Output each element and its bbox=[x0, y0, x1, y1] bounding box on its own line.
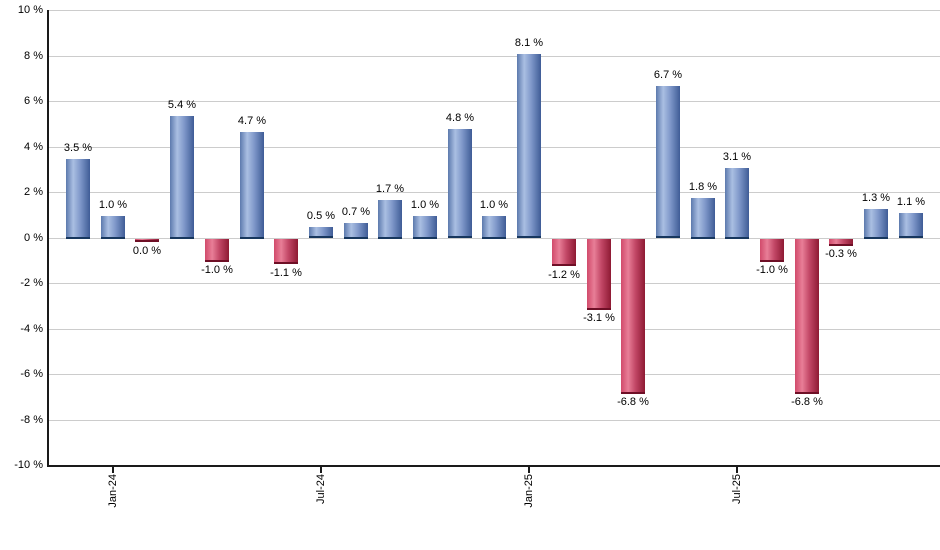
bar bbox=[864, 209, 888, 239]
bar-value-label: -3.1 % bbox=[583, 312, 615, 324]
bar bbox=[829, 239, 853, 246]
x-axis-tick bbox=[736, 467, 738, 473]
y-gridline bbox=[47, 283, 940, 284]
y-axis bbox=[47, 10, 49, 467]
bar bbox=[482, 216, 506, 239]
bar-value-label: 4.7 % bbox=[237, 115, 267, 127]
bar-value-label: 1.0 % bbox=[479, 199, 509, 211]
bar bbox=[899, 213, 923, 238]
y-axis-tick-label: -4 % bbox=[20, 323, 43, 335]
bar bbox=[309, 227, 333, 238]
bar-value-label: -6.8 % bbox=[617, 396, 649, 408]
bar-value-label: -6.8 % bbox=[791, 396, 823, 408]
y-axis-tick-label: -10 % bbox=[14, 459, 43, 471]
y-gridline bbox=[47, 10, 940, 11]
y-axis-tick-label: -2 % bbox=[20, 277, 43, 289]
bar-value-label: 1.1 % bbox=[896, 196, 926, 208]
bar-value-label: 3.1 % bbox=[722, 151, 752, 163]
bar bbox=[725, 168, 749, 239]
bar bbox=[552, 239, 576, 266]
bar-value-label: 6.7 % bbox=[653, 69, 683, 81]
bar bbox=[240, 132, 264, 239]
bar bbox=[413, 216, 437, 239]
bar-value-label: 1.0 % bbox=[98, 199, 128, 211]
x-axis bbox=[47, 465, 940, 467]
bar-value-label: 0.0 % bbox=[132, 245, 162, 257]
bar bbox=[135, 239, 159, 242]
y-gridline bbox=[47, 374, 940, 375]
x-axis-tick-label: Jul-25 bbox=[731, 474, 743, 504]
bar-value-label: -0.3 % bbox=[825, 248, 857, 260]
bar bbox=[760, 239, 784, 262]
bar-value-label: 1.7 % bbox=[375, 183, 405, 195]
y-axis-tick-label: 10 % bbox=[17, 4, 43, 16]
bar-value-label: 4.8 % bbox=[445, 112, 475, 124]
bar bbox=[344, 223, 368, 239]
y-axis-tick-label: -6 % bbox=[20, 368, 43, 380]
bar-value-label: 0.7 % bbox=[341, 206, 371, 218]
bar bbox=[101, 216, 125, 239]
bar-value-label: 0.5 % bbox=[306, 210, 336, 222]
x-axis-tick bbox=[320, 467, 322, 473]
bar-value-label: 1.0 % bbox=[410, 199, 440, 211]
bar-value-label: 1.8 % bbox=[688, 181, 718, 193]
bar-value-label: -1.2 % bbox=[548, 269, 580, 281]
y-axis-tick-label: 2 % bbox=[24, 186, 43, 198]
y-axis-tick-label: 0 % bbox=[24, 232, 43, 244]
y-gridline bbox=[47, 192, 940, 193]
x-axis-tick bbox=[528, 467, 530, 473]
y-axis-tick-label: 8 % bbox=[24, 50, 43, 62]
bar bbox=[621, 239, 645, 394]
y-gridline bbox=[47, 56, 940, 57]
bar bbox=[795, 239, 819, 394]
y-axis-tick-label: -8 % bbox=[20, 414, 43, 426]
y-gridline bbox=[47, 101, 940, 102]
y-gridline bbox=[47, 420, 940, 421]
bar bbox=[205, 239, 229, 262]
bar-value-label: -1.0 % bbox=[201, 264, 233, 276]
bar bbox=[656, 86, 680, 238]
y-axis-tick-label: 4 % bbox=[24, 141, 43, 153]
bar-value-label: 8.1 % bbox=[514, 37, 544, 49]
x-axis-tick-label: Jan-25 bbox=[523, 474, 535, 508]
bar bbox=[691, 198, 715, 239]
bar bbox=[170, 116, 194, 239]
bar-value-label: -1.0 % bbox=[756, 264, 788, 276]
y-axis-tick-label: 6 % bbox=[24, 95, 43, 107]
bar-value-label: 1.3 % bbox=[861, 192, 891, 204]
bar-value-label: 3.5 % bbox=[63, 142, 93, 154]
bar bbox=[587, 239, 611, 310]
x-axis-tick bbox=[112, 467, 114, 473]
bar bbox=[274, 239, 298, 264]
y-gridline bbox=[47, 147, 940, 148]
bar bbox=[448, 129, 472, 238]
bar-value-label: 5.4 % bbox=[167, 99, 197, 111]
x-axis-tick-label: Jan-24 bbox=[107, 474, 119, 508]
bar bbox=[66, 159, 90, 239]
bar bbox=[378, 200, 402, 239]
y-gridline bbox=[47, 329, 940, 330]
bar bbox=[517, 54, 541, 238]
x-axis-tick-label: Jul-24 bbox=[315, 474, 327, 504]
bar-value-label: -1.1 % bbox=[270, 267, 302, 279]
